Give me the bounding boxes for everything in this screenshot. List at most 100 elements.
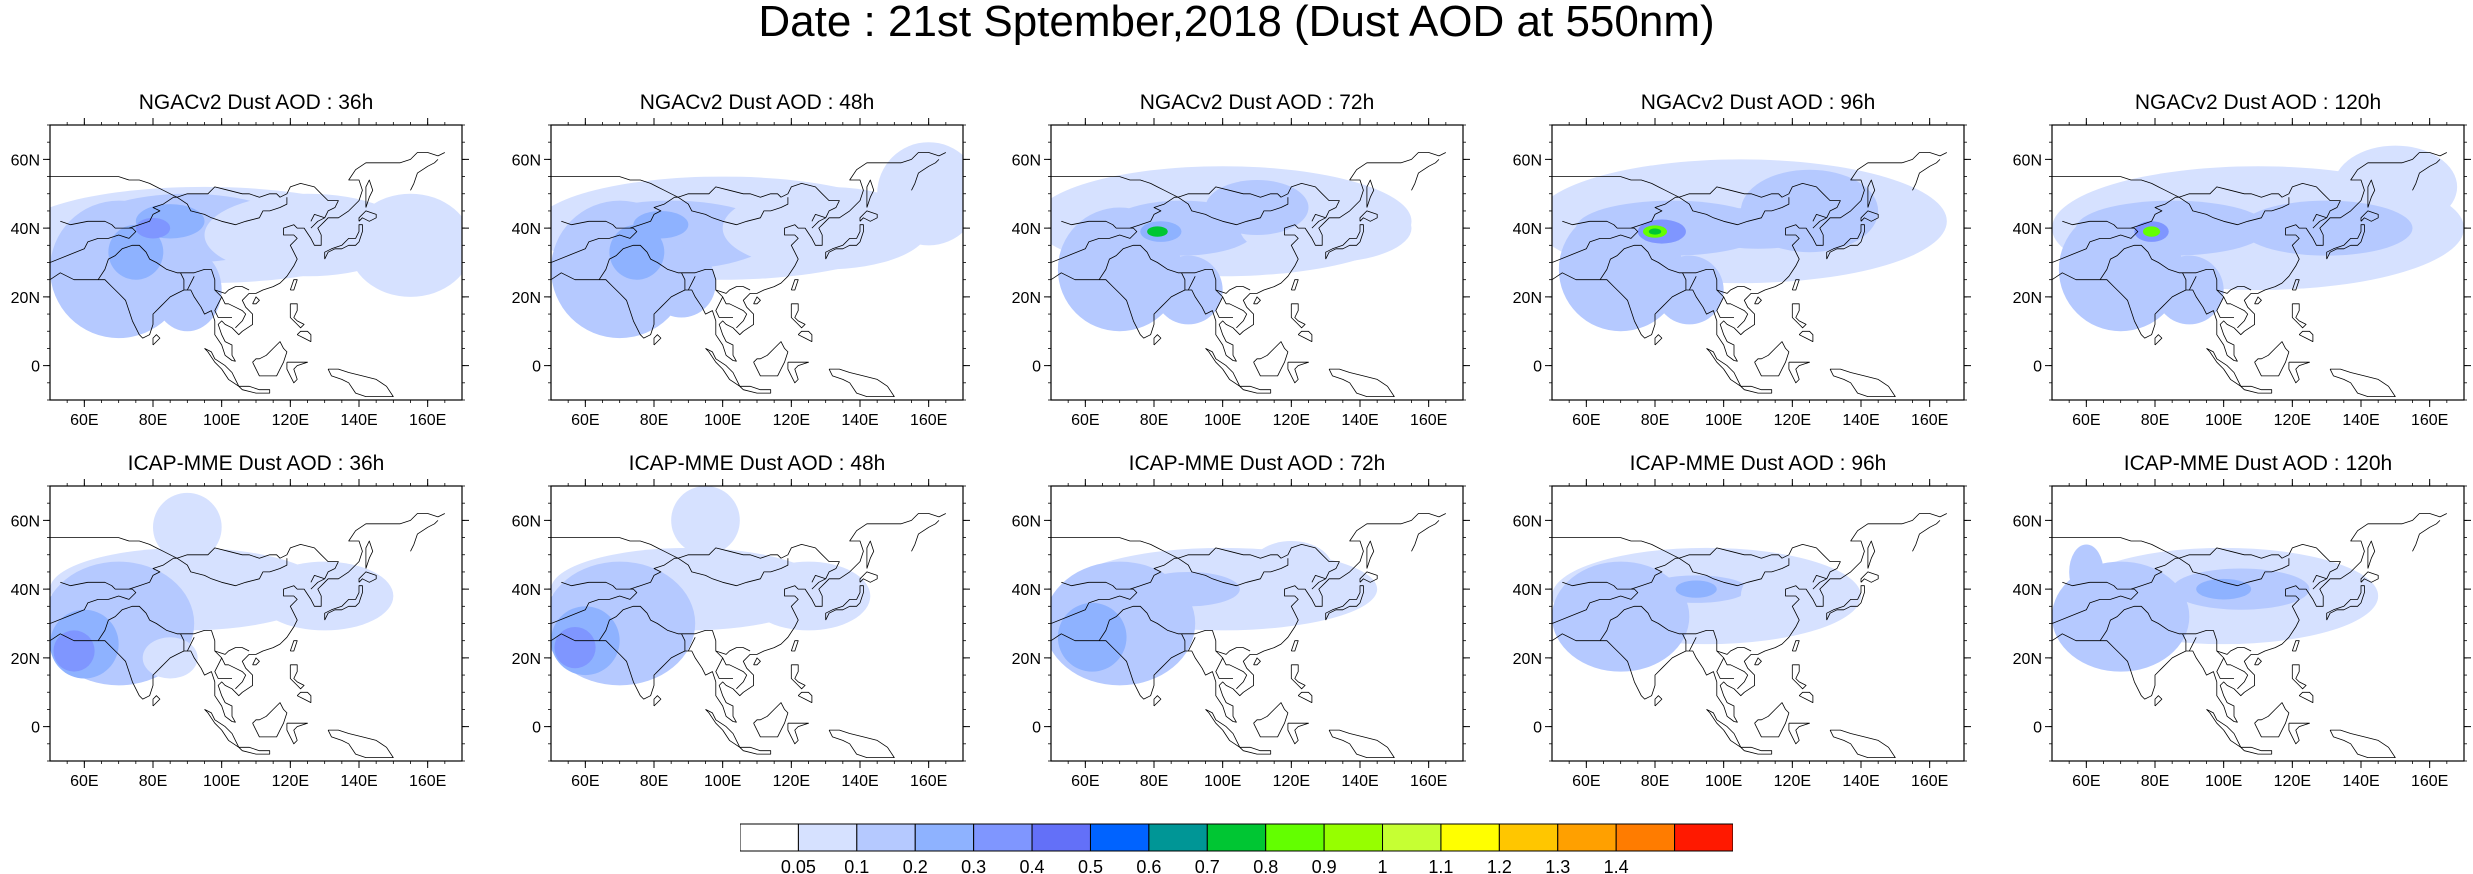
lon-tick-label: 160E [1410,773,1447,790]
lon-tick-label: 160E [1911,773,1948,790]
lon-tick-label: 120E [1774,773,1811,790]
lat-tick-label: 0 [31,359,40,376]
aod-region [1648,228,1662,235]
aod-region [53,630,95,672]
lat-tick-label: 20N [512,651,541,668]
lat-tick-label: 0 [1032,359,1041,376]
lat-tick-label: 40N [1513,221,1542,238]
aod-region [1675,580,1717,598]
panel-title: NGACv2 Dust AOD : 96h [1640,91,1876,114]
map-panel: ICAP-MME Dust AOD : 120h 60E 80E 100E 120E 14… [2002,452,2471,792]
coastline [50,513,445,759]
aod-region [108,224,164,280]
lon-tick-label: 160E [1410,412,1447,429]
lat-tick-label: 40N [512,582,541,599]
colorbar-label: 0.05 [781,857,816,874]
lon-tick-label: 160E [409,412,446,429]
colorbar-swatch [914,823,975,852]
lon-tick-label: 60E [1071,773,1099,790]
colorbar-swatch [1089,823,1150,852]
colorbar-label: 1 [1378,857,1388,874]
lon-tick-label: 120E [773,773,810,790]
colorbar-swatch [1382,823,1442,852]
colorbar-swatch [797,823,858,852]
lon-tick-label: 100E [203,412,240,429]
aod-region [671,486,740,555]
colorbar-swatch [1557,823,1617,852]
coastline [2052,152,2447,398]
lon-tick-label: 80E [1140,773,1168,790]
lon-tick-label: 120E [1273,412,1310,429]
aod-region [722,186,929,270]
lat-tick-label: 60N [2013,152,2042,169]
colorbar-label: 0.8 [1253,857,1278,874]
lon-tick-label: 80E [1140,412,1168,429]
colorbar-swatch [740,823,799,852]
lat-tick-label: 60N [11,513,40,530]
map-panel: ICAP-MME Dust AOD : 48h 60E 80E 100E 120E 140… [501,452,970,792]
lat-tick-label: 20N [11,290,40,307]
panel-title: NGACv2 Dust AOD : 36h [138,91,374,114]
lon-tick-label: 140E [2342,773,2379,790]
lat-tick-label: 0 [2033,359,2042,376]
main-title: Date : 21st Sptember,2018 (Dust AOD at 5… [758,0,1715,46]
lon-tick-label: 160E [2411,412,2448,429]
lat-tick-label: 40N [1012,582,1041,599]
lon-tick-label: 80E [640,773,668,790]
lon-tick-label: 60E [2072,773,2100,790]
lat-tick-label: 0 [2033,720,2042,737]
map-plot: 60E 80E 100E 120E 140E 160E 60N 40N 20N 0 [2013,479,2471,790]
panel-title: ICAP-MME Dust AOD : 72h [1128,452,1386,475]
colorbar-label: 1.2 [1487,857,1512,874]
panel-title: ICAP-MME Dust AOD : 48h [628,452,886,475]
lon-tick-label: 100E [1204,412,1241,429]
map-plot: 60E 80E 100E 120E 140E 160E 60N 40N 20N 0 [1513,479,1971,790]
lat-tick-label: 40N [2013,221,2042,238]
dust-aod-field [50,152,462,398]
coastline [50,152,445,398]
coastline [1051,152,1446,398]
lon-tick-label: 140E [1842,412,1879,429]
lon-tick-label: 160E [409,773,446,790]
colorbar-swatch [973,823,1033,852]
lat-tick-label: 60N [512,513,541,530]
lon-tick-label: 100E [704,412,741,429]
panel-title: NGACv2 Dust AOD : 72h [1139,91,1375,114]
lat-tick-label: 60N [1513,152,1542,169]
lon-tick-label: 80E [1641,773,1669,790]
lon-tick-label: 100E [1705,773,1742,790]
lat-tick-label: 20N [1012,651,1041,668]
colorbar-swatch [856,823,916,852]
aod-region [1147,226,1168,237]
lon-tick-label: 100E [704,773,741,790]
map-panel: NGACv2 Dust AOD : 96h 60E 80E 100E 120E 140E 1… [1502,91,1971,431]
colorbar-label: 0.5 [1078,857,1103,874]
lat-tick-label: 40N [11,221,40,238]
colorbar-swatch [1498,823,1559,852]
dust-aod-field [1552,152,1947,398]
aod-region [2240,200,2413,256]
aod-region [1689,207,1827,249]
lon-tick-label: 100E [1705,412,1742,429]
colorbar: 0.05 0.1 0.2 0.3 0.4 0.5 0.6 0.7 0.8 0.9 1 1.1 1.2 1.… [740,823,1733,874]
colorbar-label: 1.3 [1545,857,1570,874]
coastline [1552,513,1947,759]
aod-region [135,217,171,239]
dust-aod-field [551,142,963,398]
aod-region [554,626,596,669]
lon-tick-label: 140E [1341,412,1378,429]
dust-aod-field [50,492,445,759]
aod-region [2093,609,2149,665]
panel-title: NGACv2 Dust AOD : 120h [2134,91,2382,114]
panel-title: ICAP-MME Dust AOD : 36h [127,452,385,475]
dust-aod-field [551,486,946,759]
aod-region [153,492,222,562]
lat-tick-label: 0 [1032,720,1041,737]
map-plot: 60E 80E 100E 120E 140E 160E 60N 40N 20N 0 [1012,118,1470,429]
panel-title: ICAP-MME Dust AOD : 120h [2123,452,2393,475]
dust-aod-field [1051,152,1446,398]
coastline [2052,513,2447,759]
lat-tick-label: 20N [1012,290,1041,307]
aod-region [2196,578,2252,600]
lon-tick-label: 60E [1572,773,1600,790]
